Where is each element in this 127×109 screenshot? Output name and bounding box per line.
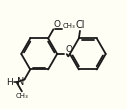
Text: N: N (17, 77, 24, 88)
Text: CH₃: CH₃ (62, 23, 75, 29)
Text: O: O (54, 20, 61, 29)
Text: CH₃: CH₃ (16, 93, 28, 99)
Text: Cl: Cl (75, 20, 85, 30)
Text: O: O (65, 45, 72, 54)
Text: H: H (6, 78, 13, 87)
